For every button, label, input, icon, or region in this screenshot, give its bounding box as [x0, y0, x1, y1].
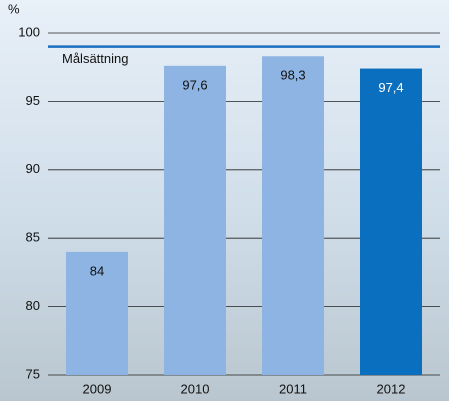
x-tick-label: 2009 — [83, 381, 112, 396]
y-unit: % — [8, 1, 20, 16]
value-label: 98,3 — [280, 68, 305, 83]
y-tick-label: 100 — [18, 24, 40, 39]
x-tick-label: 2011 — [279, 381, 307, 396]
y-tick-label: 80 — [26, 298, 40, 313]
bar — [360, 68, 422, 376]
y-tick-label: 75 — [26, 366, 40, 381]
value-label: 84 — [90, 263, 104, 278]
y-tick-label: 85 — [26, 230, 40, 245]
bar — [66, 251, 128, 375]
x-tick-label: 2010 — [181, 381, 210, 396]
y-tick-label: 95 — [26, 93, 40, 108]
y-tick-label: 90 — [26, 161, 40, 176]
value-label: 97,4 — [378, 80, 403, 95]
bar — [164, 65, 226, 375]
x-tick-label: 2012 — [377, 381, 406, 396]
bar — [262, 56, 324, 375]
target-label: Målsättning — [62, 51, 128, 66]
value-label: 97,6 — [182, 77, 207, 92]
